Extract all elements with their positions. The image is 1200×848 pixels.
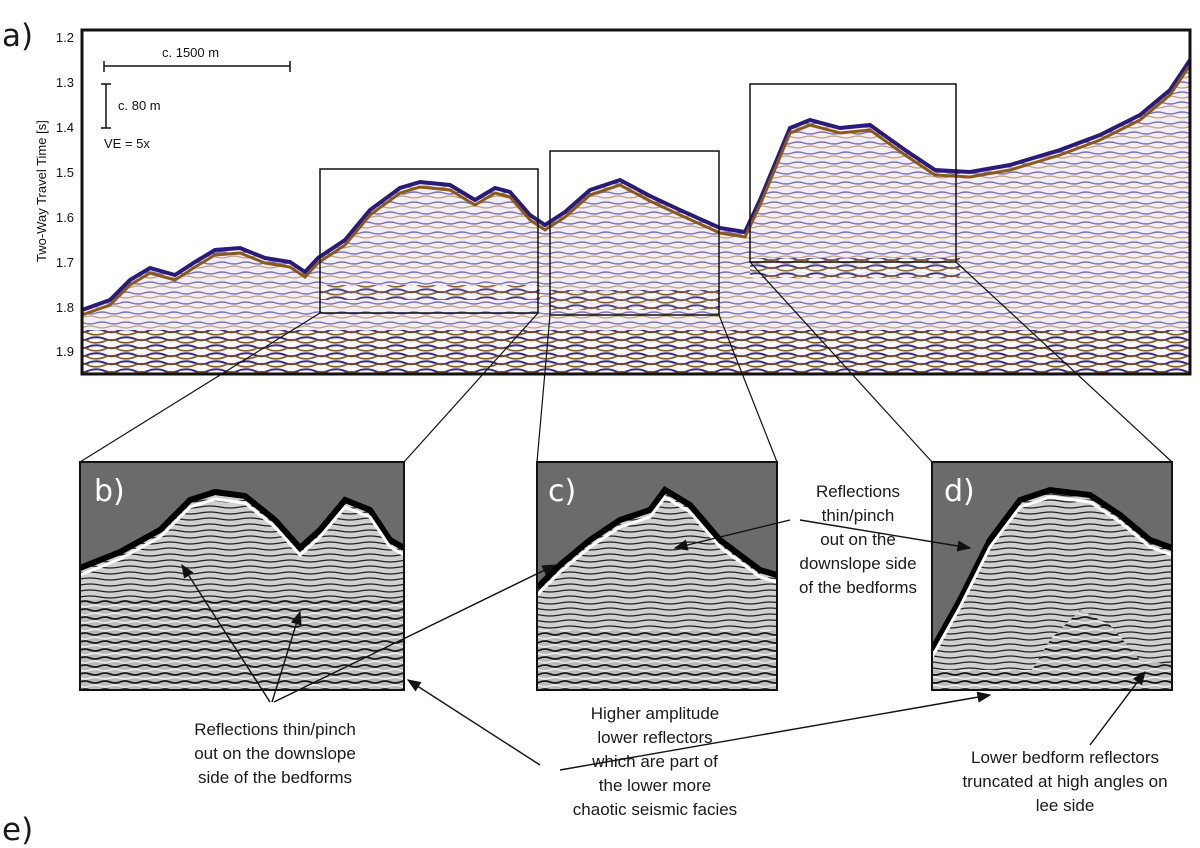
panel-c-letter: c) <box>548 474 577 509</box>
annotation-left: Reflections thin/pinch out on the downsl… <box>160 718 390 790</box>
inset-c-frame <box>536 461 778 691</box>
inset-b-seismic <box>80 462 404 690</box>
y-tick: 1.3 <box>55 75 74 90</box>
annotation-line: lee side <box>1035 796 1095 815</box>
annotation-line: out on the <box>820 530 896 549</box>
annotation-line: lower reflectors <box>597 728 713 747</box>
annotation-line: side of the bedforms <box>197 768 353 787</box>
annotation-line: chaotic seismic facies <box>572 800 738 819</box>
inset-d-frame <box>931 461 1173 691</box>
scale-bars <box>101 61 291 129</box>
annotation-arrows <box>181 519 1146 771</box>
panel-b-letter: b) <box>94 474 125 509</box>
panel-d-letter: d) <box>944 474 975 509</box>
annotation-upper-right: Reflections thin/pinch out on the downsl… <box>778 480 938 600</box>
y-tick: 1.9 <box>55 344 74 359</box>
y-tick: 1.6 <box>55 210 74 225</box>
y-tick: 1.7 <box>55 255 74 270</box>
y-tick: 1.4 <box>55 120 74 135</box>
panel-e-letter: e) <box>2 812 34 848</box>
y-tick: 1.2 <box>55 30 74 45</box>
annotation-line: thin/pinch <box>821 506 895 525</box>
annotation-line: out on the downslope <box>194 744 356 763</box>
zoom-boxes <box>319 83 957 316</box>
annotation-middle: Higher amplitude lower reflectors which … <box>540 702 770 822</box>
annotation-line: which are part of <box>592 752 718 771</box>
annotation-line: Reflections thin/pinch <box>194 720 356 739</box>
annotation-lower-right: Lower bedform reflectors truncated at hi… <box>930 746 1200 818</box>
panel-a-seismic <box>82 30 1190 374</box>
annotation-line: of the bedforms <box>798 578 918 597</box>
panel-a-letter: a) <box>2 18 34 54</box>
annotation-line: truncated at high angles on <box>962 772 1168 791</box>
horizontal-scale-label: c. 1500 m <box>162 45 220 60</box>
y-tick: 1.5 <box>55 165 74 180</box>
vertical-exaggeration-label: VE = 5x <box>104 136 150 151</box>
y-tick: 1.8 <box>55 300 74 315</box>
annotation-line: Lower bedform reflectors <box>970 748 1160 767</box>
inset-c-seismic <box>537 462 777 690</box>
inset-d-seismic <box>932 462 1172 690</box>
annotation-line: Reflections <box>815 482 901 501</box>
annotation-line: Higher amplitude <box>590 704 720 723</box>
vertical-scale-label: c. 80 m <box>118 98 161 113</box>
annotation-line: downslope side <box>799 554 917 573</box>
connector-lines <box>79 261 1173 463</box>
inset-b-frame <box>79 461 405 691</box>
annotation-line: the lower more <box>598 776 712 795</box>
panel-a-frame <box>80 28 1192 376</box>
